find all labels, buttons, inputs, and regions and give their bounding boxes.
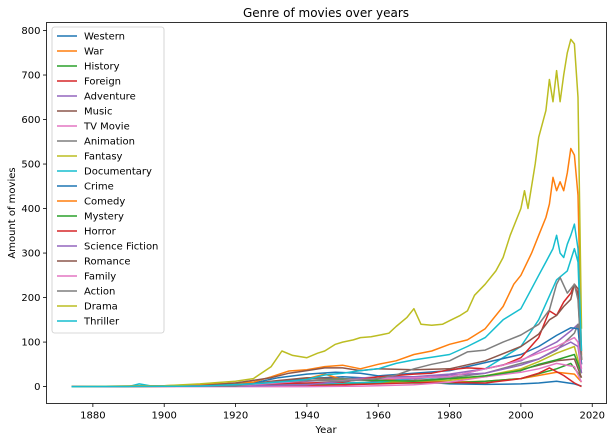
y-tick-label: 500 xyxy=(21,160,40,171)
legend-label: Adventure xyxy=(84,92,136,103)
x-tick-label: 1900 xyxy=(151,411,176,422)
x-tick-label: 1940 xyxy=(294,411,319,422)
legend-label: Animation xyxy=(84,137,135,148)
legend-label: Science Fiction xyxy=(84,242,158,253)
plot-frame xyxy=(46,22,607,404)
legend-label: Horror xyxy=(84,227,117,238)
legend-label: History xyxy=(84,62,120,73)
series-line-science-fiction xyxy=(71,341,583,388)
legend-label: Fantasy xyxy=(84,152,123,163)
x-tick-label: 1960 xyxy=(365,411,390,422)
series-line-drama xyxy=(71,38,583,388)
legend-label: TV Movie xyxy=(83,122,130,133)
series-line-tv-movie xyxy=(71,362,583,388)
legend-label: Music xyxy=(84,107,112,118)
y-tick-label: 100 xyxy=(21,338,40,349)
y-tick-label: 0 xyxy=(34,382,40,393)
legend-label: Action xyxy=(84,287,115,298)
x-tick-label: 1920 xyxy=(223,411,248,422)
legend-box xyxy=(51,26,165,334)
legend-label: Western xyxy=(84,32,125,43)
series-line-music xyxy=(71,358,583,388)
legend-label: Comedy xyxy=(84,197,125,208)
chart-title: Genre of movies over years xyxy=(243,6,409,20)
legend-label: War xyxy=(84,47,104,58)
series-line-crime xyxy=(71,327,583,388)
x-axis: 1880 1900 1920 1940 1960 1980 2000 2020 xyxy=(80,403,605,422)
y-tick-label: 800 xyxy=(21,26,40,37)
y-tick-label: 200 xyxy=(21,293,40,304)
legend-label: Crime xyxy=(84,182,114,193)
legend-label: Mystery xyxy=(84,212,124,223)
x-tick-label: 1980 xyxy=(437,411,462,422)
x-axis-label: Year xyxy=(314,425,337,436)
series-line-comedy xyxy=(71,147,583,388)
series-line-romance xyxy=(71,283,583,388)
y-tick-label: 600 xyxy=(21,115,40,126)
y-axis-label: Amount of movies xyxy=(7,167,18,258)
y-axis: 0 100 200 300 400 500 600 700 800 xyxy=(21,26,47,393)
x-tick-label: 2020 xyxy=(580,411,605,422)
legend-label: Thriller xyxy=(83,317,120,328)
legend-label: Family xyxy=(84,272,116,283)
legend: Western War History Foreign Adventure Music TV… xyxy=(51,26,165,334)
y-tick-label: 300 xyxy=(21,249,40,260)
legend-label: Drama xyxy=(84,302,118,313)
series-line-action xyxy=(71,276,583,388)
x-tick-label: 2000 xyxy=(508,411,533,422)
series-lines xyxy=(71,38,583,388)
legend-label: Romance xyxy=(84,257,130,268)
series-line-thriller xyxy=(71,223,583,388)
y-tick-label: 400 xyxy=(21,204,40,215)
y-tick-label: 700 xyxy=(21,71,40,82)
legend-label: Foreign xyxy=(84,77,121,88)
legend-label: Documentary xyxy=(84,167,152,178)
x-tick-label: 1880 xyxy=(80,411,105,422)
